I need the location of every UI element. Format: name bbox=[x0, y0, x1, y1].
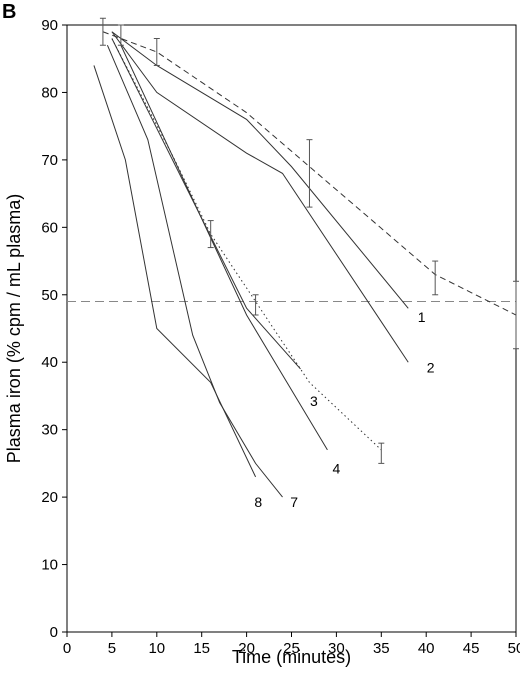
x-tick-label: 15 bbox=[193, 640, 210, 657]
x-tick-label: 50 bbox=[508, 640, 520, 657]
y-tick-label: 60 bbox=[41, 219, 58, 236]
curve-label-7: 7 bbox=[290, 494, 298, 510]
x-tick-label: 5 bbox=[108, 640, 116, 657]
y-tick-label: 30 bbox=[41, 422, 58, 439]
curve-labels: 1 2 3 4 7 8 bbox=[254, 309, 434, 510]
series-line-1 bbox=[111, 31, 409, 309]
x-tick-label: 35 bbox=[373, 640, 390, 657]
x-tick-label: 0 bbox=[63, 640, 71, 657]
series-line-2 bbox=[111, 31, 409, 363]
curve-label-1: 1 bbox=[418, 309, 426, 325]
curve-label-3: 3 bbox=[310, 393, 318, 409]
axis-ticks: 0 5 10 15 20 25 30 35 40 45 50 0 10 20 30 40 50 60 70 80 90 bbox=[41, 17, 520, 657]
y-tick-label: 40 bbox=[41, 354, 58, 371]
x-tick-label: 40 bbox=[418, 640, 435, 657]
x-tick-label: 25 bbox=[283, 640, 300, 657]
y-tick-label: 90 bbox=[41, 17, 58, 34]
y-axis-title: Plasma iron (% cpm / mL plasma) bbox=[4, 194, 24, 463]
series-line-mean-dotted bbox=[111, 38, 382, 451]
series-line-3 bbox=[111, 38, 301, 370]
series-group bbox=[93, 31, 517, 498]
y-tick-label: 10 bbox=[41, 557, 58, 574]
curve-label-8: 8 bbox=[254, 494, 262, 510]
y-tick-label: 0 bbox=[50, 624, 58, 641]
x-tick-label: 10 bbox=[148, 640, 165, 657]
y-tick-label: 20 bbox=[41, 489, 58, 506]
series-line-4 bbox=[120, 45, 328, 451]
series-line-8 bbox=[93, 65, 257, 478]
y-tick-label: 70 bbox=[41, 152, 58, 169]
x-tick-label: 45 bbox=[463, 640, 480, 657]
series-line-7 bbox=[106, 45, 283, 498]
curve-label-2: 2 bbox=[427, 359, 435, 375]
x-tick-label: 20 bbox=[238, 640, 255, 657]
error-bars-group bbox=[99, 17, 519, 464]
x-tick-label: 30 bbox=[328, 640, 345, 657]
y-tick-label: 80 bbox=[41, 84, 58, 101]
plot-frame bbox=[66, 24, 517, 633]
y-tick-label: 50 bbox=[41, 287, 58, 304]
panel-label: B bbox=[2, 1, 16, 23]
x-axis-title: Time (minutes) bbox=[232, 647, 351, 667]
curve-label-4: 4 bbox=[333, 461, 341, 477]
